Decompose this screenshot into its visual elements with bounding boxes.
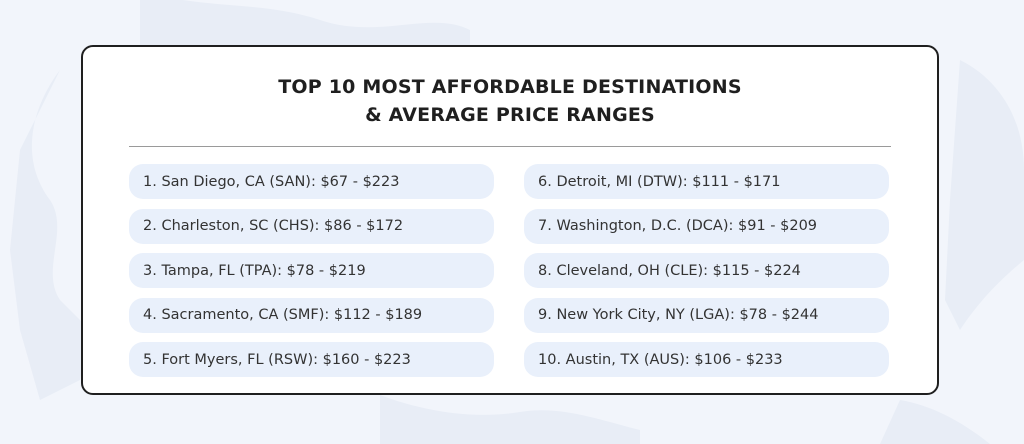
title-divider: [129, 146, 891, 147]
destinations-card: TOP 10 MOST AFFORDABLE DESTINATIONS & AV…: [81, 45, 939, 395]
list-item: 8. Cleveland, OH (CLE): $115 - $224: [524, 253, 889, 288]
list-item: 4. Sacramento, CA (SMF): $112 - $189: [129, 297, 494, 333]
list-item: 7. Washington, D.C. (DCA): $91 - $209: [524, 208, 889, 244]
destinations-list-left: 1. San Diego, CA (SAN): $67 - $223 2. Ch…: [129, 164, 494, 387]
list-item: 2. Charleston, SC (CHS): $86 - $172: [129, 208, 494, 244]
list-item: 10. Austin, TX (AUS): $106 - $233: [524, 342, 889, 377]
title-line-1: TOP 10 MOST AFFORDABLE DESTINATIONS: [278, 76, 742, 98]
list-item: 9. New York City, NY (LGA): $78 - $244: [524, 297, 889, 333]
list-item: 1. San Diego, CA (SAN): $67 - $223: [129, 164, 494, 199]
list-item: 6. Detroit, MI (DTW): $111 - $171: [524, 164, 889, 199]
card-title: TOP 10 MOST AFFORDABLE DESTINATIONS & AV…: [83, 73, 937, 129]
list-item: 5. Fort Myers, FL (RSW): $160 - $223: [129, 342, 494, 377]
list-item: 3. Tampa, FL (TPA): $78 - $219: [129, 253, 494, 288]
destinations-list-right: 6. Detroit, MI (DTW): $111 - $171 7. Was…: [524, 164, 889, 387]
title-line-2: & AVERAGE PRICE RANGES: [365, 104, 655, 126]
